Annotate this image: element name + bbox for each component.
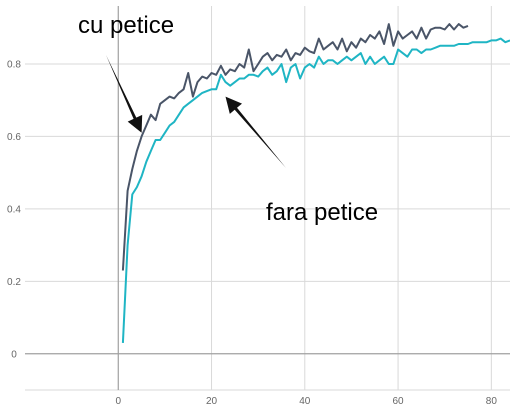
annotation-fara-petice: fara petice [266,199,378,226]
annotation-cu-petice: cu petice [78,12,174,39]
x-tick-label: 0 [115,396,121,407]
y-tick-label: 0.8 [7,59,21,70]
y-tick-label: 0.6 [7,132,21,143]
y-tick-label: 0 [11,349,17,360]
tick-labels: 0 20 40 60 80 0 0.2 0.4 0.6 0.8 [7,59,497,407]
annotation-arrow-cu-petice [106,55,143,133]
x-tick-label: 60 [393,396,405,407]
x-tick-label: 80 [486,396,498,407]
y-tick-label: 0.4 [7,204,21,215]
annotations: cu petice fara petice [78,12,378,226]
x-tick-label: 20 [206,396,218,407]
x-tick-label: 40 [299,396,311,407]
series-lines [121,23,510,343]
axes [25,6,510,390]
series-line-teal [121,37,510,343]
annotation-arrow-fara-petice [225,96,286,168]
y-tick-label: 0.2 [7,277,21,288]
series-line-dark [121,23,469,271]
